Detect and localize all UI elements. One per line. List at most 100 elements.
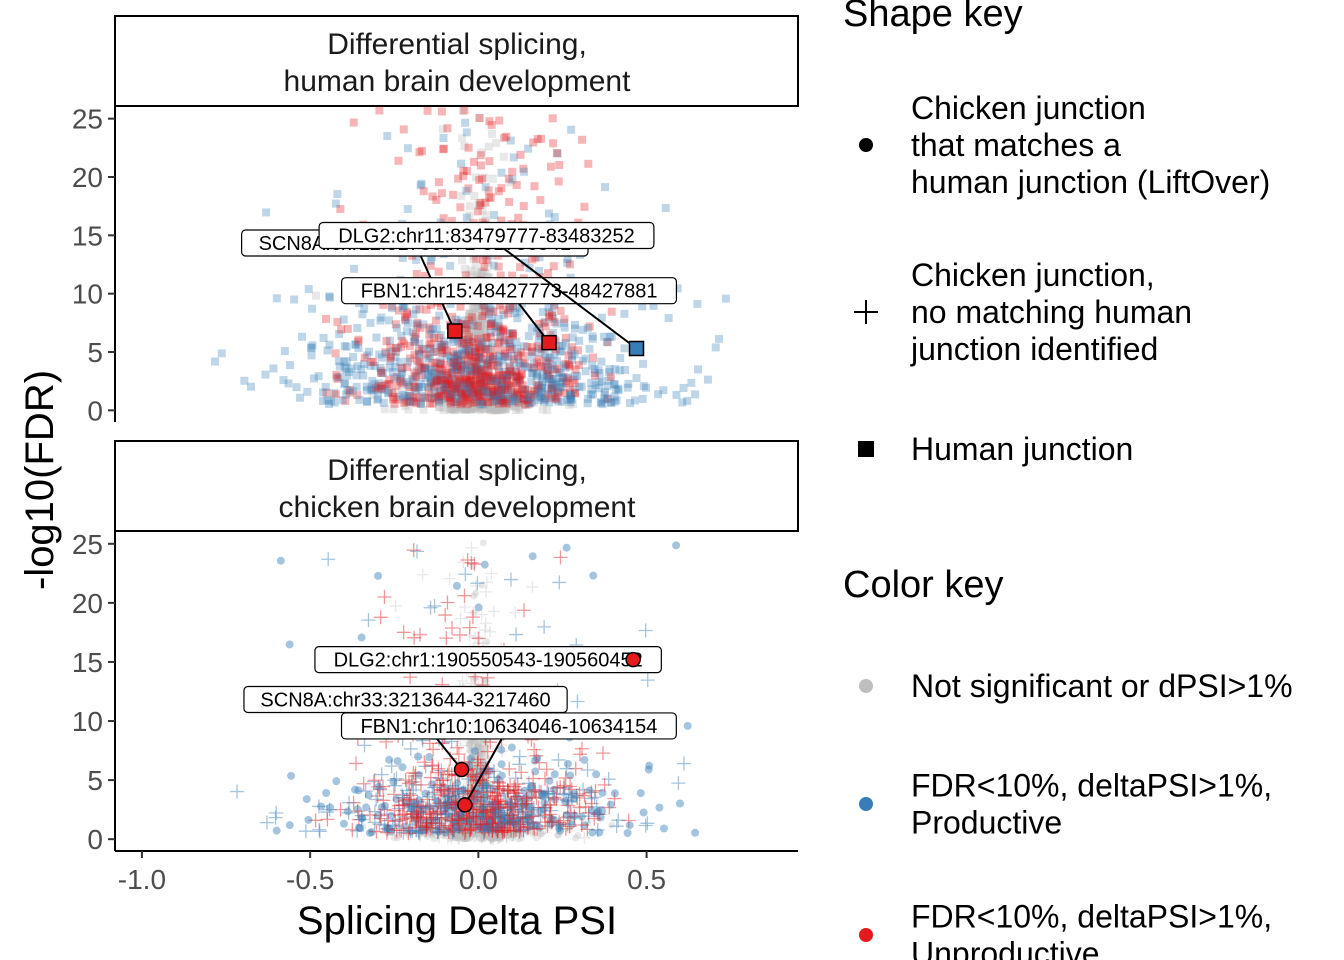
unproductive-point xyxy=(565,383,574,392)
productive-point xyxy=(474,603,483,612)
unproductive-point xyxy=(377,589,392,604)
grey-point xyxy=(476,330,485,339)
productive-point xyxy=(620,309,629,318)
productive-point xyxy=(486,820,495,829)
productive-point xyxy=(314,372,323,381)
grey-point xyxy=(471,261,480,270)
productive-point xyxy=(450,789,465,804)
unproductive-point xyxy=(453,318,462,327)
grey-point xyxy=(530,387,539,396)
grey-point xyxy=(462,401,471,410)
grey-point xyxy=(447,401,456,410)
grey-point xyxy=(463,833,471,841)
grey-point xyxy=(452,832,465,845)
grey-point xyxy=(498,821,506,829)
productive-point xyxy=(424,817,433,826)
grey-point xyxy=(478,381,487,390)
unproductive-point xyxy=(515,390,524,399)
productive-point xyxy=(541,387,550,396)
productive-point xyxy=(499,339,508,348)
unproductive-point xyxy=(400,339,409,348)
unproductive-point xyxy=(519,351,528,360)
grey-point xyxy=(477,351,486,360)
unproductive-point xyxy=(449,190,458,199)
grey-point xyxy=(471,631,484,644)
grey-point xyxy=(459,393,468,402)
grey-point xyxy=(494,827,502,835)
unproductive-point xyxy=(386,343,395,352)
unproductive-point xyxy=(408,768,423,783)
unproductive-point xyxy=(389,392,398,401)
unproductive-point xyxy=(544,359,553,368)
grey-point xyxy=(470,376,479,385)
unproductive-point xyxy=(476,379,485,388)
productive-point xyxy=(570,694,585,709)
grey-point xyxy=(465,347,474,356)
grey-point xyxy=(478,810,491,823)
productive-point xyxy=(503,372,512,381)
unproductive-point xyxy=(386,354,395,363)
grey-point xyxy=(442,397,451,406)
productive-point xyxy=(554,368,563,377)
grey-point xyxy=(484,400,493,409)
unproductive-point xyxy=(546,162,555,171)
grey-point xyxy=(479,392,488,401)
unproductive-point xyxy=(463,378,472,387)
productive-point xyxy=(541,364,550,373)
grey-point xyxy=(469,743,482,756)
unproductive-point xyxy=(458,398,467,407)
unproductive-point xyxy=(535,329,544,338)
grey-point xyxy=(478,314,487,323)
productive-point xyxy=(412,255,421,264)
unproductive-point xyxy=(389,395,398,404)
unproductive-point xyxy=(514,213,523,222)
grey-point xyxy=(482,332,491,341)
unproductive-point xyxy=(466,384,475,393)
grey-point xyxy=(476,829,484,837)
grey-point xyxy=(469,353,478,362)
productive-point xyxy=(623,383,632,392)
grey-point xyxy=(483,827,496,840)
grey-point xyxy=(533,371,542,380)
productive-point xyxy=(360,360,369,369)
grey-point xyxy=(470,609,478,617)
productive-point xyxy=(566,391,575,400)
productive-point xyxy=(598,806,607,815)
unproductive-point xyxy=(550,318,559,327)
unproductive-point xyxy=(439,631,454,646)
productive-point xyxy=(459,337,468,346)
grey-point xyxy=(496,383,505,392)
grey-point xyxy=(472,811,480,819)
grey-point xyxy=(503,828,511,836)
grey-point xyxy=(474,828,487,841)
grey-point xyxy=(485,567,498,580)
productive-point xyxy=(502,397,511,406)
productive-point xyxy=(484,355,493,364)
unproductive-point xyxy=(475,346,484,355)
grey-point xyxy=(471,792,479,800)
productive-point xyxy=(403,144,412,153)
productive-point xyxy=(374,571,383,580)
unproductive-point xyxy=(369,358,378,367)
unproductive-point xyxy=(537,771,552,786)
grey-point xyxy=(461,812,469,820)
productive-point xyxy=(490,211,499,220)
grey-point xyxy=(473,810,486,823)
productive-point xyxy=(611,385,620,394)
grey-point xyxy=(508,828,516,836)
unproductive-point xyxy=(451,387,460,396)
unproductive-point xyxy=(485,193,494,202)
grey-point xyxy=(474,813,482,821)
unproductive-point xyxy=(464,379,473,388)
grey-point xyxy=(481,742,489,750)
unproductive-point xyxy=(483,344,492,353)
grey-point xyxy=(488,819,501,832)
grey-point xyxy=(481,361,490,370)
productive-point xyxy=(397,368,406,377)
productive-point xyxy=(536,393,545,402)
grey-point xyxy=(448,823,456,831)
unproductive-point xyxy=(518,359,527,368)
grey-point xyxy=(473,397,482,406)
bottom-panel-title-line1: Differential splicing, xyxy=(327,454,587,487)
unproductive-point xyxy=(448,380,457,389)
